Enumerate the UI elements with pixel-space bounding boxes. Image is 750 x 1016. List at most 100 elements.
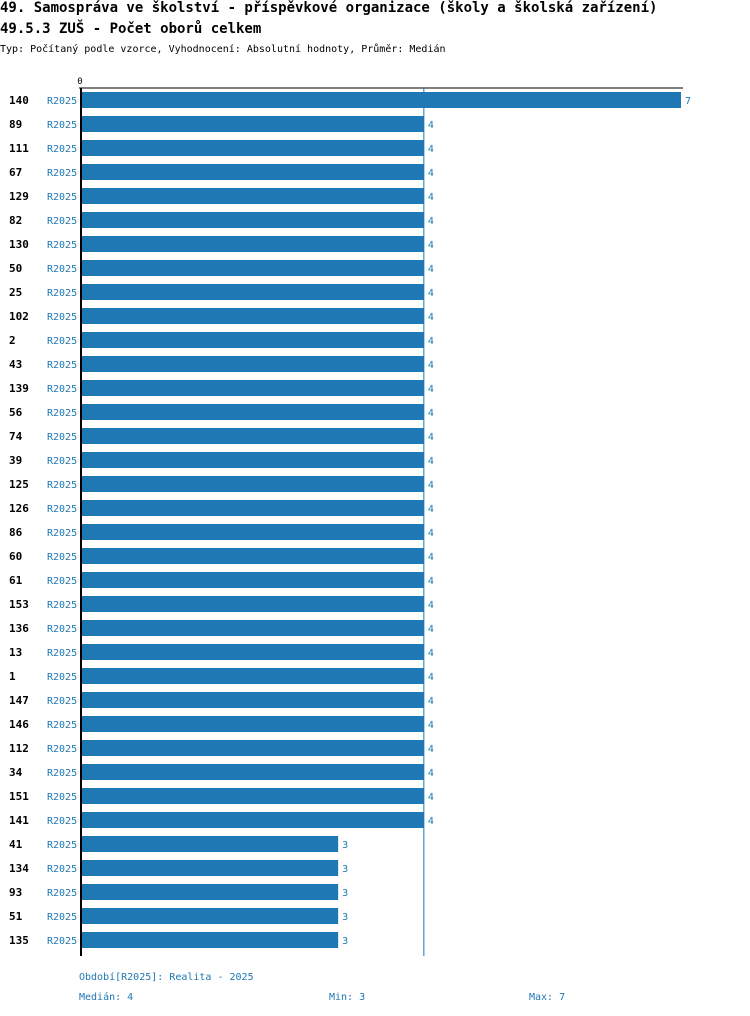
value-label: 4 — [428, 600, 434, 611]
bar — [81, 380, 424, 396]
value-label: 7 — [685, 96, 691, 107]
bar — [81, 548, 424, 564]
series-label: R2025 — [47, 552, 77, 563]
bar — [81, 860, 339, 876]
value-label: 4 — [428, 336, 434, 347]
bar — [81, 404, 424, 420]
bar — [81, 716, 424, 732]
series-label: R2025 — [47, 936, 77, 947]
series-label: R2025 — [47, 456, 77, 467]
series-label: R2025 — [47, 312, 77, 323]
category-label: 13 — [9, 646, 22, 659]
category-label: 67 — [9, 166, 22, 179]
bar — [81, 188, 424, 204]
series-label: R2025 — [47, 864, 77, 875]
series-label: R2025 — [47, 120, 77, 131]
value-label: 4 — [428, 576, 434, 587]
category-label: 41 — [9, 838, 23, 851]
category-label: 141 — [9, 814, 29, 827]
value-label: 4 — [428, 264, 434, 275]
bar — [81, 524, 424, 540]
series-label: R2025 — [47, 216, 77, 227]
category-label: 2 — [9, 334, 16, 347]
value-label: 3 — [342, 888, 348, 899]
category-label: 125 — [9, 478, 29, 491]
category-label: 130 — [9, 238, 29, 251]
series-label: R2025 — [47, 336, 77, 347]
category-label: 82 — [9, 214, 22, 227]
series-label: R2025 — [47, 96, 77, 107]
bar — [81, 692, 424, 708]
series-label: R2025 — [47, 648, 77, 659]
category-label: 89 — [9, 118, 22, 131]
value-label: 4 — [428, 384, 434, 395]
bar — [81, 212, 424, 228]
category-label: 102 — [9, 310, 29, 323]
value-label: 4 — [428, 552, 434, 563]
value-label: 4 — [428, 504, 434, 515]
bar — [81, 788, 424, 804]
series-label: R2025 — [47, 840, 77, 851]
series-label: R2025 — [47, 672, 77, 683]
bar — [81, 356, 424, 372]
value-label: 4 — [428, 624, 434, 635]
series-label: R2025 — [47, 600, 77, 611]
series-label: R2025 — [47, 480, 77, 491]
value-label: 4 — [428, 288, 434, 299]
series-label: R2025 — [47, 504, 77, 515]
category-label: 56 — [9, 406, 23, 419]
bar — [81, 164, 424, 180]
category-label: 34 — [9, 766, 23, 779]
bar — [81, 500, 424, 516]
chart-subtitle-title: 49.5.3 ZUŠ - Počet oborů celkem — [0, 21, 262, 37]
series-label: R2025 — [47, 912, 77, 923]
value-label: 4 — [428, 768, 434, 779]
value-label: 4 — [428, 672, 434, 683]
category-label: 61 — [9, 574, 23, 587]
category-label: 136 — [9, 622, 29, 635]
category-label: 153 — [9, 598, 29, 611]
category-label: 51 — [9, 910, 23, 923]
value-label: 4 — [428, 432, 434, 443]
value-label: 3 — [342, 840, 348, 851]
bar — [81, 620, 424, 636]
value-label: 4 — [428, 816, 434, 827]
category-label: 140 — [9, 94, 29, 107]
bar — [81, 764, 424, 780]
chart-description: Typ: Počítaný podle vzorce, Vyhodnocení:… — [0, 44, 446, 55]
bar — [81, 476, 424, 492]
bar — [81, 236, 424, 252]
bar — [81, 140, 424, 156]
value-label: 3 — [342, 912, 348, 923]
category-label: 146 — [9, 718, 29, 731]
value-label: 4 — [428, 144, 434, 155]
category-label: 74 — [9, 430, 23, 443]
series-label: R2025 — [47, 192, 77, 203]
footer-median: Medián: 4 — [79, 992, 134, 1003]
x-tick-label: 0 — [77, 77, 82, 87]
bar — [81, 812, 424, 828]
value-label: 3 — [342, 936, 348, 947]
value-label: 4 — [428, 744, 434, 755]
bar — [81, 908, 339, 924]
series-label: R2025 — [47, 888, 77, 899]
series-label: R2025 — [47, 408, 77, 419]
value-label: 4 — [428, 696, 434, 707]
value-label: 4 — [428, 720, 434, 731]
series-label: R2025 — [47, 240, 77, 251]
category-label: 111 — [9, 142, 29, 155]
category-label: 1 — [9, 670, 16, 683]
series-label: R2025 — [47, 144, 77, 155]
series-label: R2025 — [47, 528, 77, 539]
bar — [81, 740, 424, 756]
bar — [81, 932, 339, 948]
series-label: R2025 — [47, 768, 77, 779]
category-label: 25 — [9, 286, 22, 299]
footer-max: Max: 7 — [529, 992, 566, 1003]
bar — [81, 284, 424, 300]
category-label: 43 — [9, 358, 22, 371]
category-label: 93 — [9, 886, 22, 899]
category-label: 60 — [9, 550, 22, 563]
category-label: 112 — [9, 742, 29, 755]
series-label: R2025 — [47, 288, 77, 299]
